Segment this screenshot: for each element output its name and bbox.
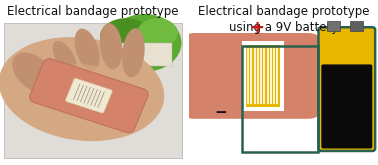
Ellipse shape — [74, 29, 99, 70]
Ellipse shape — [107, 14, 181, 72]
FancyBboxPatch shape — [321, 64, 372, 148]
Bar — [327, 21, 340, 31]
Bar — [4, 23, 181, 158]
Ellipse shape — [100, 23, 122, 69]
Ellipse shape — [12, 52, 54, 93]
Bar — [4, 23, 181, 158]
FancyBboxPatch shape — [318, 27, 375, 151]
Ellipse shape — [137, 18, 178, 48]
Bar — [246, 45, 280, 107]
Text: Electrical bandage prototype: Electrical bandage prototype — [7, 5, 178, 18]
FancyBboxPatch shape — [181, 33, 321, 119]
FancyBboxPatch shape — [30, 59, 148, 133]
Ellipse shape — [0, 37, 164, 141]
Ellipse shape — [53, 41, 77, 75]
Bar — [350, 21, 363, 31]
Text: +: + — [249, 19, 265, 37]
FancyBboxPatch shape — [65, 78, 112, 113]
Text: Electrical bandage prototype
using a 9V battery: Electrical bandage prototype using a 9V … — [198, 5, 369, 34]
Ellipse shape — [100, 18, 152, 54]
Bar — [242, 41, 284, 111]
Bar — [242, 46, 318, 152]
Ellipse shape — [33, 64, 134, 127]
Ellipse shape — [122, 28, 145, 78]
Bar — [120, 43, 172, 66]
Text: −: − — [215, 105, 228, 120]
